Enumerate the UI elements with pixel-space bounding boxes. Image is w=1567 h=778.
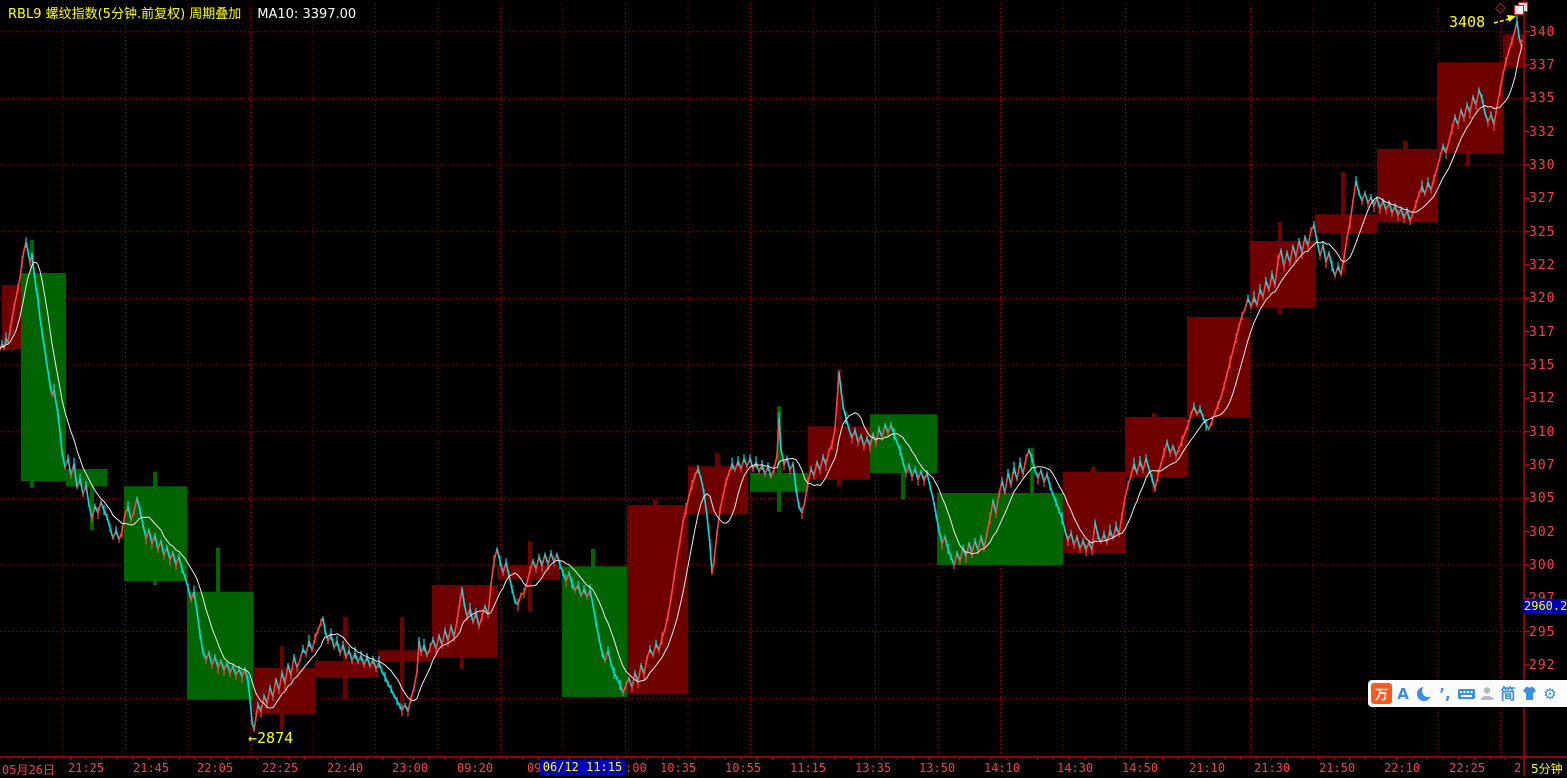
price-axis-label: 302 bbox=[1529, 524, 1556, 540]
time-axis-label: 2 bbox=[1514, 761, 1522, 775]
moon-icon[interactable] bbox=[1414, 683, 1434, 704]
time-axis-label: 10:55 bbox=[725, 761, 762, 775]
price-marker-label: 2960.2 bbox=[1523, 599, 1567, 614]
keyboard-icon[interactable] bbox=[1456, 683, 1476, 704]
price-axis-label: 305 bbox=[1529, 491, 1556, 507]
price-axis-label: 325 bbox=[1529, 224, 1556, 240]
settings-gear-icon[interactable]: ⚙ bbox=[1543, 684, 1557, 703]
annotation-arrow bbox=[1493, 15, 1516, 24]
time-axis-label: 23:00 bbox=[392, 761, 429, 775]
five-min-candles bbox=[0, 15, 1523, 733]
simplified-chinese-icon[interactable]: 简 bbox=[1500, 685, 1516, 703]
time-axis-label: 22:25 bbox=[1449, 761, 1486, 775]
price-axis-label: 327 bbox=[1529, 191, 1556, 207]
time-axis-label: 09:20 bbox=[457, 761, 494, 775]
chart-title: RBL9 螺纹指数(5分钟.前复权) 周期叠加 MA10: 3397.00 bbox=[8, 3, 356, 22]
time-axis-label: 21:10 bbox=[1189, 761, 1226, 775]
period-selector-label[interactable]: 5分钟 bbox=[1531, 762, 1563, 776]
punctuation-icon[interactable]: ’, bbox=[1439, 684, 1451, 703]
price-axis-label: 310 bbox=[1529, 424, 1556, 440]
time-axis-label: 10:35 bbox=[660, 761, 697, 775]
time-axis-label: 14:50 bbox=[1122, 761, 1159, 775]
price-axis-label: 307 bbox=[1529, 458, 1556, 474]
restore-window-icon[interactable] bbox=[1514, 2, 1528, 15]
time-axis-label: 22:05 bbox=[197, 761, 234, 775]
price-axis-label: 332 bbox=[1529, 124, 1556, 140]
price-axis-label: 330 bbox=[1529, 158, 1556, 174]
person-icon[interactable] bbox=[1477, 683, 1497, 704]
price-axis-label: 335 bbox=[1529, 91, 1556, 107]
ma10-readout: MA10: 3397.00 bbox=[257, 7, 357, 22]
price-axis-label: 295 bbox=[1529, 624, 1556, 640]
high-price-annotation: 3408 bbox=[1449, 13, 1486, 31]
ma10-line bbox=[0, 44, 1523, 709]
price-axis-label: 292 bbox=[1529, 658, 1556, 674]
time-axis-label: :00 bbox=[625, 761, 647, 775]
time-axis-label: 21:25 bbox=[68, 761, 105, 775]
price-axis-label: 315 bbox=[1529, 358, 1556, 374]
letter-a-icon[interactable]: A bbox=[1397, 684, 1409, 703]
time-axis-label: 13:50 bbox=[919, 761, 956, 775]
price-axis-label: 312 bbox=[1529, 391, 1556, 407]
ime-toolbar: 万 A ’, 简 ⚙ bbox=[1368, 680, 1567, 707]
cursor-time-label: 06/12 11:15 bbox=[540, 760, 625, 775]
time-axis-label: 22:10 bbox=[1384, 761, 1421, 775]
ime-logo-icon[interactable]: 万 bbox=[1371, 683, 1392, 704]
price-axis-label: 300 bbox=[1529, 558, 1556, 574]
time-axis-label: 14:10 bbox=[984, 761, 1021, 775]
price-axis-label: 322 bbox=[1529, 258, 1556, 274]
diamond-icon[interactable]: ◇ bbox=[1495, 0, 1506, 16]
price-axis-label: 340 bbox=[1529, 24, 1556, 40]
time-axis-label: 21:30 bbox=[1254, 761, 1291, 775]
symbol-title: RBL9 螺纹指数(5分钟.前复权) 周期叠加 bbox=[8, 7, 242, 22]
time-axis-label: 22:25 bbox=[262, 761, 299, 775]
time-axis-label: 11:15 bbox=[790, 761, 827, 775]
price-axis-label: 317 bbox=[1529, 324, 1556, 340]
price-axis-label: 320 bbox=[1529, 291, 1556, 307]
time-axis-label: 21:50 bbox=[1319, 761, 1356, 775]
skin-shirt-icon[interactable] bbox=[1519, 683, 1539, 704]
low-price-annotation: ←2874 bbox=[248, 729, 294, 748]
time-axis-label: 22:40 bbox=[327, 761, 364, 775]
period-overlay-blocks bbox=[2, 34, 1526, 730]
restore-window-front-square bbox=[1514, 5, 1524, 15]
price-axis-label: 337 bbox=[1529, 58, 1556, 74]
time-axis-label: 21:45 bbox=[133, 761, 170, 775]
time-axis-label: 09 bbox=[527, 761, 542, 775]
time-axis-label: 13:35 bbox=[855, 761, 892, 775]
time-axis-label: 05月26日 bbox=[2, 763, 55, 777]
time-axis-label: 14:30 bbox=[1057, 761, 1094, 775]
